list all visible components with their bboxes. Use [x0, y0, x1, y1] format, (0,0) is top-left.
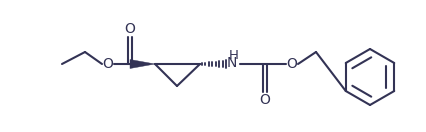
Text: O: O	[124, 22, 135, 36]
Text: H: H	[228, 48, 239, 62]
Polygon shape	[130, 60, 155, 69]
Text: O: O	[286, 57, 297, 71]
Text: N: N	[226, 56, 236, 70]
Text: O: O	[102, 57, 113, 71]
Text: O: O	[259, 93, 270, 107]
